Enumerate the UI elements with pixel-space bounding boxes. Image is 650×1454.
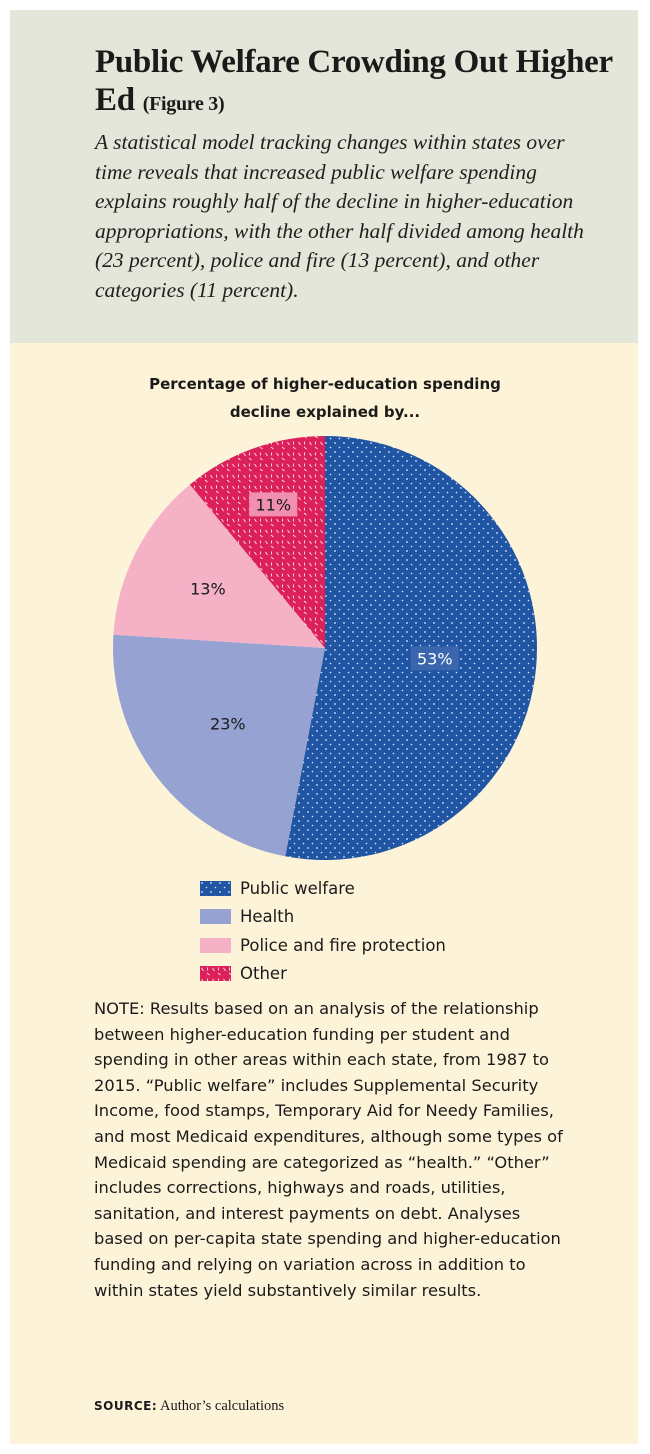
source-text: Author’s calculations <box>159 1398 285 1414</box>
chart-title-line-2: decline explained by... <box>229 403 421 421</box>
legend-label: Public welfare <box>240 878 355 898</box>
legend-item-public-welfare: Public welfare <box>200 874 446 903</box>
figure-panel: Public Welfare Crowding Out Higher Ed (F… <box>10 10 638 1444</box>
figure-title: Public Welfare Crowding Out Higher Ed (F… <box>95 44 613 118</box>
figure-description: A statistical model tracking changes wit… <box>95 130 584 302</box>
chart-legend: Public welfare Health Police and fire pr… <box>200 874 446 988</box>
figure-source: SOURCE: Author’s calculations <box>94 1398 284 1415</box>
figure-header: Public Welfare Crowding Out Higher Ed (F… <box>10 10 638 343</box>
legend-swatch-health <box>200 909 231 925</box>
figure-number: (Figure 3) <box>142 93 225 115</box>
legend-item-other: Other <box>200 960 446 989</box>
pie-slice-health <box>113 634 325 857</box>
legend-item-health: Health <box>200 903 446 932</box>
legend-label: Police and fire protection <box>240 935 446 955</box>
pie-label-bg <box>249 492 298 517</box>
figure-note: NOTE: Results based on an analysis of th… <box>94 999 563 1300</box>
chart-title: Percentage of higher-education spending … <box>0 370 650 426</box>
pie-data-label: 23% <box>210 714 246 733</box>
legend-swatch-police-fire <box>200 937 231 953</box>
legend-label: Other <box>240 964 287 984</box>
legend-item-police-fire: Police and fire protection <box>200 931 446 960</box>
chart-title-line-1: Percentage of higher-education spending <box>149 375 501 393</box>
pie-label-bg <box>410 646 459 671</box>
pie-data-label: 13% <box>190 579 226 598</box>
legend-swatch-public-welfare <box>200 880 231 896</box>
legend-label: Health <box>240 907 295 927</box>
pie-slice-other <box>189 436 325 648</box>
pie-data-label: 11% <box>256 495 292 514</box>
pie-data-label: 53% <box>417 649 453 668</box>
source-label: SOURCE: <box>94 1399 158 1413</box>
legend-swatch-other <box>200 966 231 982</box>
pie-slice-police-and-fire-protection <box>113 484 325 648</box>
